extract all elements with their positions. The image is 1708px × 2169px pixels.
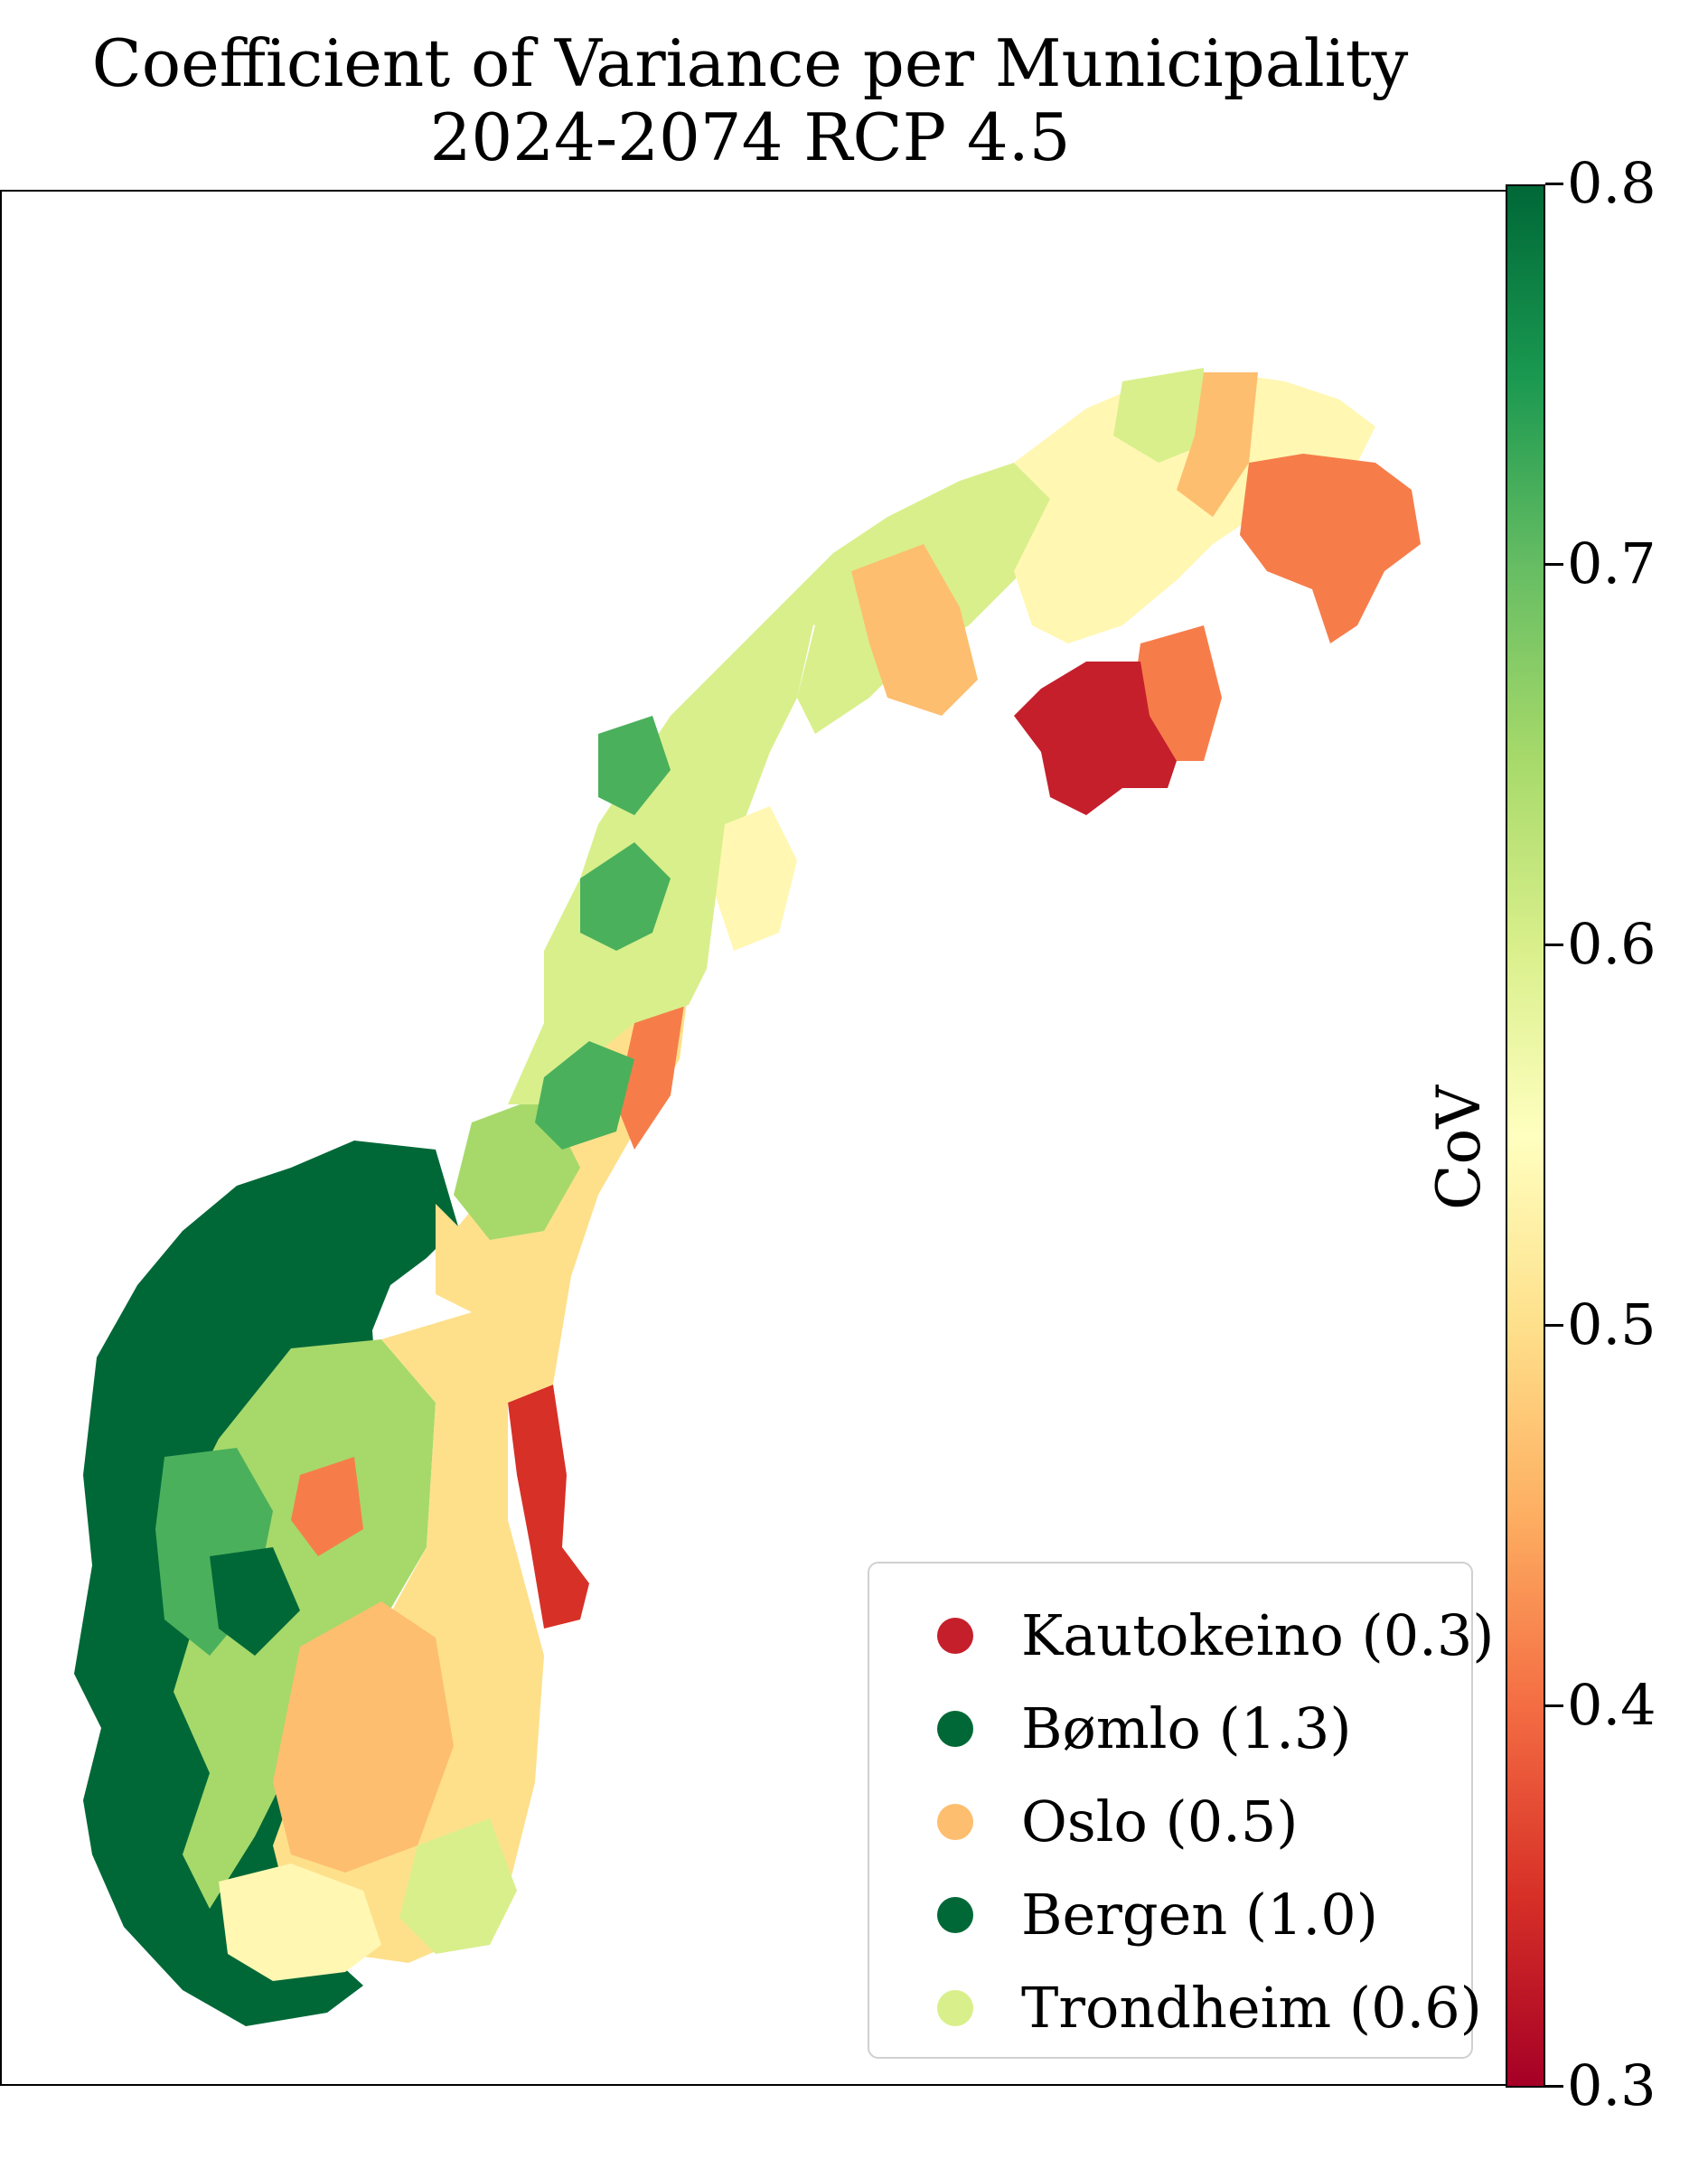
nordland-mid-green-region — [580, 842, 671, 951]
legend-label: Trondheim (0.6) — [1021, 1975, 1482, 2041]
finnmark-region — [1014, 372, 1375, 643]
colorbar-tick — [1545, 1704, 1563, 1707]
nordland-region — [508, 607, 815, 1104]
legend-marker — [937, 1711, 973, 1747]
southeast-orange-region — [273, 1601, 454, 1873]
legend-item: Bergen (1.0) — [869, 1870, 1471, 1960]
finnmark-east-orange-region — [1240, 454, 1421, 643]
norway-municipality-map — [74, 368, 1421, 2026]
map-panel — [0, 190, 1507, 2086]
colorbar-tick — [1545, 2085, 1563, 2088]
legend-label: Oslo (0.5) — [1021, 1789, 1299, 1854]
troms-orange-region — [851, 544, 978, 716]
legend-item: Trondheim (0.6) — [869, 1963, 1482, 2053]
mid-norway-orange-region — [616, 1005, 684, 1150]
legend-marker — [937, 1804, 973, 1840]
legend-item: Oslo (0.5) — [869, 1777, 1471, 1867]
east-border-orange-region — [291, 1457, 363, 1556]
east-border-red-region — [508, 1385, 589, 1629]
legend-marker — [937, 1990, 973, 2026]
colorbar-tick — [1545, 183, 1563, 185]
colorbar-label: CoV — [1424, 1085, 1494, 1210]
nordland-east-yellow-region — [716, 806, 797, 951]
colorbar-tick-label: 0.5 — [1567, 1291, 1656, 1357]
legend-item: Kautokeino (0.3) — [869, 1591, 1495, 1681]
colorbar-tick — [1545, 563, 1563, 566]
legend-marker — [937, 1897, 973, 1933]
legend-marker — [937, 1618, 973, 1654]
colorbar-tick — [1545, 1324, 1563, 1327]
legend-label: Bergen (1.0) — [1021, 1882, 1378, 1948]
finnmark-west-green-region — [1113, 368, 1204, 463]
finnmark-orange-region — [1177, 372, 1258, 517]
colorbar-tick-label: 0.7 — [1567, 531, 1656, 596]
colorbar-tick-label: 0.4 — [1567, 1672, 1656, 1738]
map-legend: Kautokeino (0.3) Bømlo (1.3) Oslo (0.5) … — [868, 1562, 1495, 2059]
kautokeino-region — [1014, 662, 1177, 815]
legend-item: Bømlo (1.3) — [869, 1684, 1471, 1774]
legend-label: Kautokeino (0.3) — [1021, 1602, 1495, 1668]
legend-label: Bømlo (1.3) — [1021, 1695, 1352, 1761]
oslofjord-region — [399, 1818, 517, 1954]
nordland-coast-green-region — [535, 1041, 634, 1150]
nordland-inlet-green-region — [598, 716, 671, 815]
chart-title: Coefficient of Variance per Municipality — [91, 25, 1409, 101]
colorbar-tick-label: 0.3 — [1567, 2052, 1656, 2118]
colorbar-tick-label: 0.8 — [1567, 150, 1656, 216]
inner-fjord-region — [210, 1547, 300, 1656]
colorbar — [1506, 184, 1545, 2088]
colorbar-tick-label: 0.6 — [1567, 911, 1656, 977]
chart-subtitle: 2024-2074 RCP 4.5 — [429, 99, 1071, 175]
south-coast-region — [219, 1864, 381, 1981]
colorbar-tick — [1545, 944, 1563, 946]
